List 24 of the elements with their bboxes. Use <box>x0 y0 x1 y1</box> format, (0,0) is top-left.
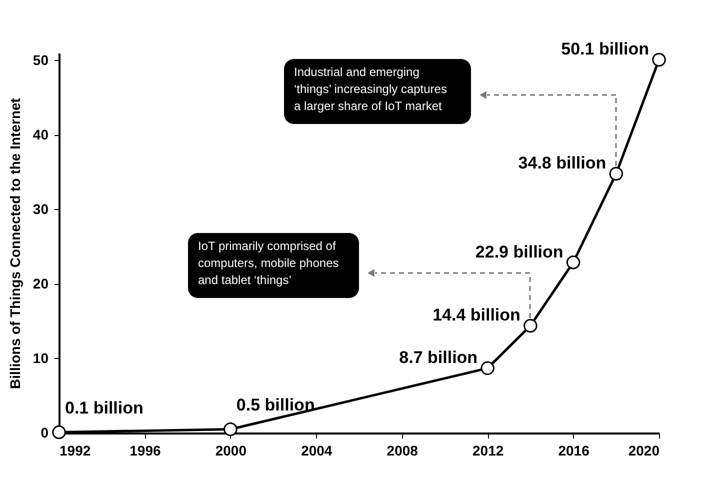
data-label: 50.1 billion <box>561 40 649 59</box>
data-label: 34.8 billion <box>518 154 606 173</box>
y-axis-title: Billions of Things Connected to the Internet <box>6 98 23 389</box>
data-label: 8.7 billion <box>399 348 478 368</box>
y-tick-label: 0 <box>40 424 49 440</box>
x-tick-label: 2008 <box>386 442 418 458</box>
y-tick-label: 30 <box>32 200 49 217</box>
x-tick-label: 2012 <box>472 442 504 458</box>
y-tick-label: 10 <box>32 350 49 366</box>
annotation: Industrial and emerging ‘things’ increasingly captures a larger share of IoT market <box>294 65 447 113</box>
x-tick-label: 1996 <box>130 442 161 458</box>
x-tick-label: 2020 <box>628 442 660 458</box>
data-label: 22.9 billion <box>475 242 564 262</box>
data-label: 0.5 billion <box>236 395 315 414</box>
x-tick-label: 2004 <box>301 442 332 458</box>
y-tick-label: 20 <box>32 275 49 292</box>
annotation: IoT primarily comprised of computers, mobile phones and tablet ‘things’ <box>198 239 339 287</box>
x-tick-label: 1992 <box>60 442 91 458</box>
x-tick-label: 2016 <box>558 442 590 458</box>
y-tick-label: 50 <box>32 52 49 68</box>
data-label: 14.4 billion <box>432 306 520 325</box>
data-label: 0.1 billion <box>65 398 144 418</box>
x-tick-label: 2000 <box>215 442 247 458</box>
y-tick-label: 40 <box>32 126 49 142</box>
